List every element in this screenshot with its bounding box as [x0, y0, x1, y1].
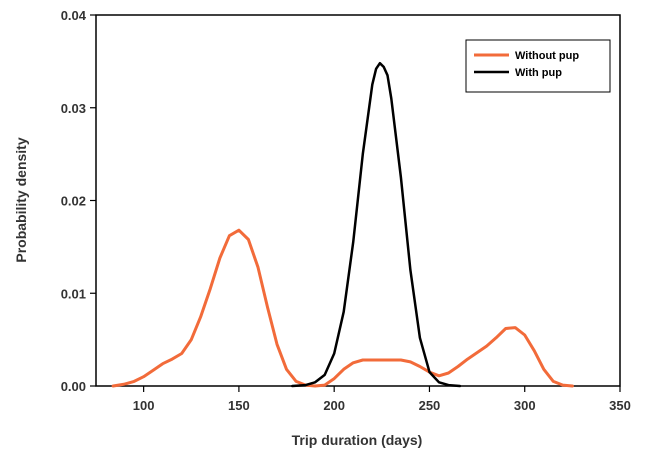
x-tick-label: 200: [323, 398, 345, 413]
x-tick-label: 300: [514, 398, 536, 413]
x-tick-label: 150: [228, 398, 250, 413]
series-line-with-pup: [291, 61, 462, 388]
legend-box: [465, 39, 611, 93]
chart-ticks: 100 150 200 250 300 350 0.00 0.01 0.02 0.03 0.04: [61, 8, 631, 413]
x-axis-title: Trip duration (days): [292, 432, 423, 448]
y-axis-title: Probability density: [13, 137, 29, 262]
x-tick-label: 250: [419, 398, 441, 413]
x-tick-label: 350: [609, 398, 631, 413]
chart-lines: [111, 61, 574, 388]
y-tick-label: 0.04: [61, 8, 87, 23]
y-tick-label: 0.01: [61, 286, 86, 301]
series-line-without-pup: [111, 228, 574, 388]
legend-label: With pup: [515, 67, 562, 79]
y-tick-label: 0.00: [61, 379, 86, 394]
legend-label: Without pup: [515, 50, 579, 62]
y-tick-label: 0.03: [61, 101, 86, 116]
x-tick-label: 100: [133, 398, 155, 413]
chart-legend: Without pup With pup: [465, 39, 611, 93]
y-tick-label: 0.02: [61, 194, 86, 209]
